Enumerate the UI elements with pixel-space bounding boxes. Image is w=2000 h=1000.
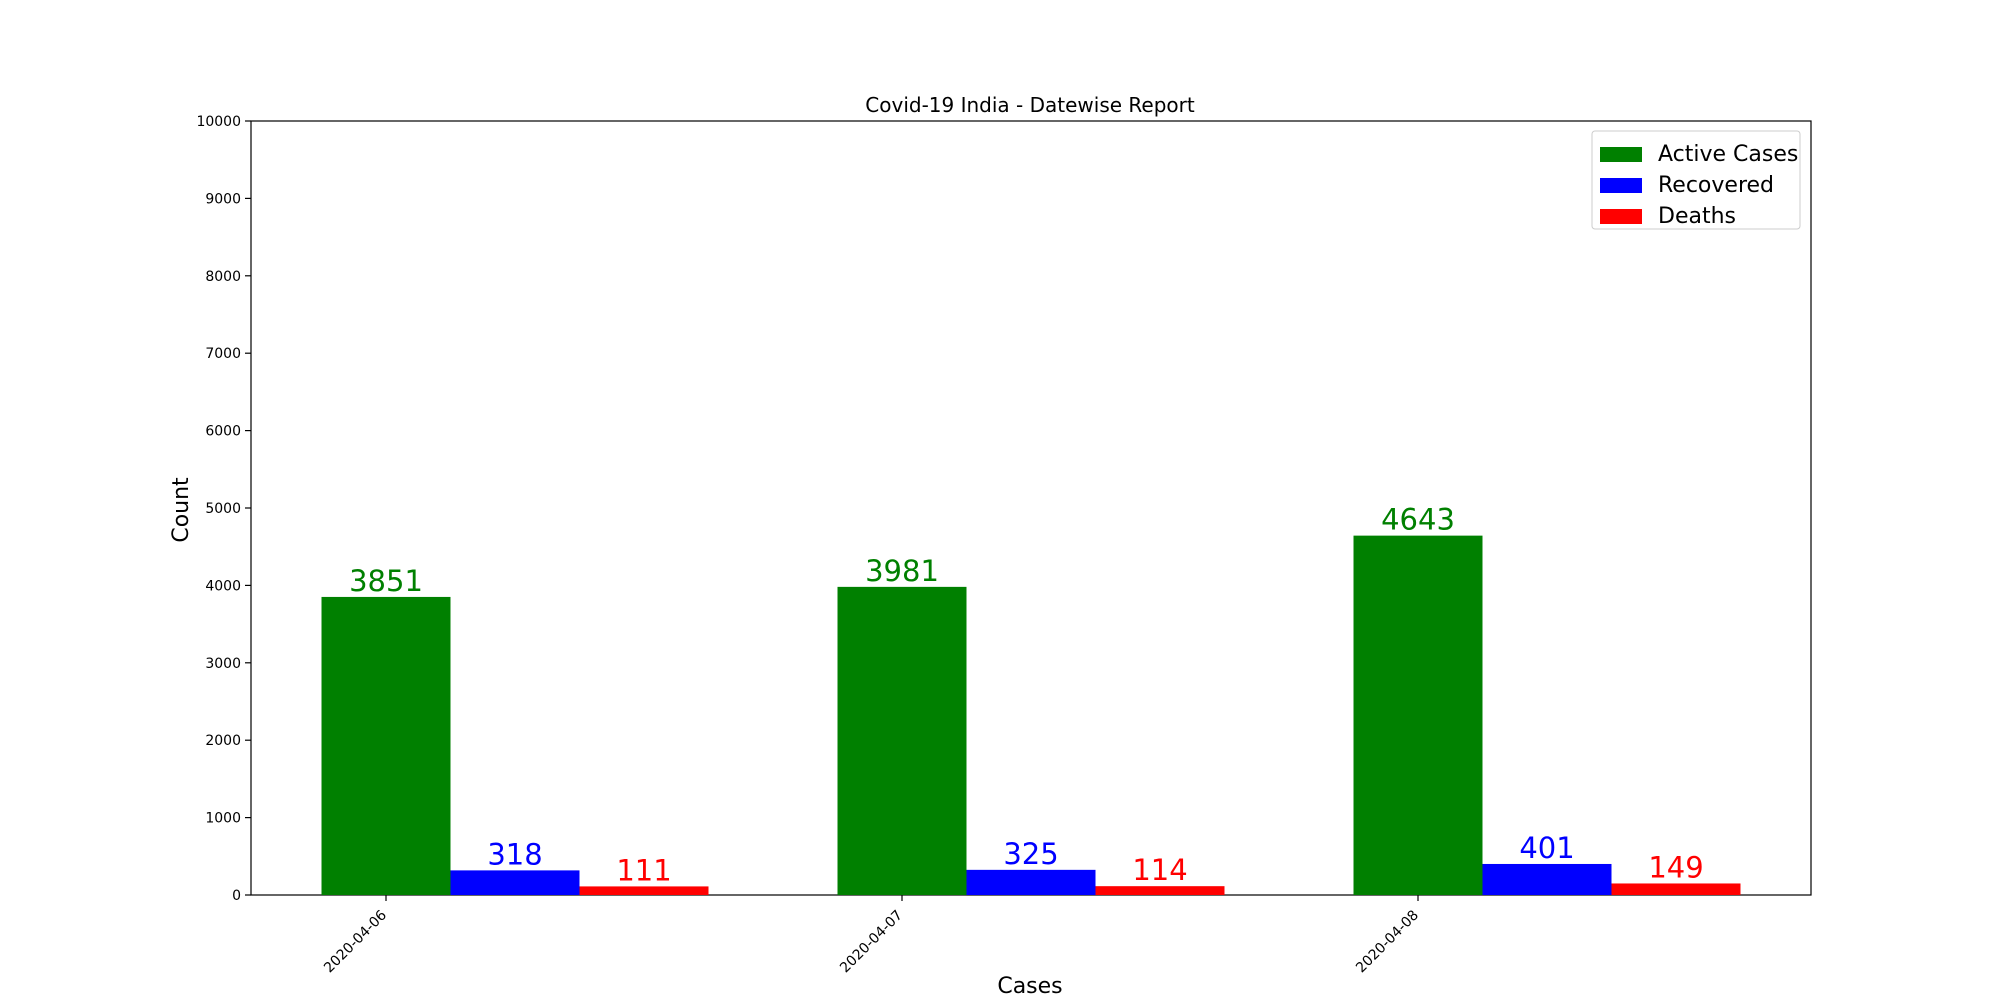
bar-value-label: 318 xyxy=(487,837,542,871)
y-tick-label: 3000 xyxy=(205,656,241,672)
legend: Active Cases Recovered Deaths xyxy=(1591,130,1801,230)
legend-label: Recovered xyxy=(1658,173,1774,198)
legend-label: Deaths xyxy=(1658,204,1736,229)
y-tick-label: 1000 xyxy=(205,811,241,827)
legend-box xyxy=(1591,130,1801,230)
y-tick-label: 4000 xyxy=(205,578,241,594)
bar-value-label: 111 xyxy=(616,853,671,887)
legend-label: Active Cases xyxy=(1658,142,1798,167)
plot-frame xyxy=(250,120,1812,896)
y-axis-title: Count xyxy=(169,477,194,543)
y-tick-label: 5000 xyxy=(205,501,241,517)
x-axis-title: Cases xyxy=(997,974,1062,999)
bar-deaths xyxy=(579,886,709,895)
chart-title: Covid-19 India - Datewise Report xyxy=(865,93,1195,117)
x-tick-label: 2020-04-07 xyxy=(837,907,906,976)
y-tick-label: 6000 xyxy=(205,424,241,440)
bar-active-cases xyxy=(1353,535,1483,895)
y-tick-label: 8000 xyxy=(205,269,241,285)
bar-deaths xyxy=(1611,883,1741,895)
y-tick-label: 2000 xyxy=(205,733,241,749)
bar-value-label: 401 xyxy=(1519,831,1574,865)
bar-value-label: 4643 xyxy=(1381,503,1455,537)
bar-recovered xyxy=(1482,863,1612,895)
bar-recovered xyxy=(450,870,580,895)
legend-swatch xyxy=(1600,147,1642,162)
bar-active-cases xyxy=(321,596,451,895)
legend-swatch xyxy=(1600,178,1642,193)
y-tick-label: 9000 xyxy=(205,191,241,207)
bar-value-label: 325 xyxy=(1003,837,1058,871)
legend-swatch xyxy=(1600,209,1642,224)
bar-recovered xyxy=(966,869,1096,895)
bar-value-label: 149 xyxy=(1648,850,1703,884)
bar-active-cases xyxy=(837,586,967,895)
y-tick-label: 10000 xyxy=(196,114,241,130)
bar-deaths xyxy=(1095,886,1225,895)
bar-value-label: 3851 xyxy=(349,564,423,598)
x-tick-label: 2020-04-06 xyxy=(321,907,390,976)
bar-value-label: 114 xyxy=(1132,853,1187,887)
y-tick-label: 0 xyxy=(232,888,241,904)
x-tick-label: 2020-04-08 xyxy=(1353,907,1422,976)
plot-area: 0 1000 2000 3000 4000 5000 6000 7000 8000 9000 100… xyxy=(196,114,1812,976)
y-tick-label: 7000 xyxy=(205,346,241,362)
bar-value-label: 3981 xyxy=(865,554,939,588)
